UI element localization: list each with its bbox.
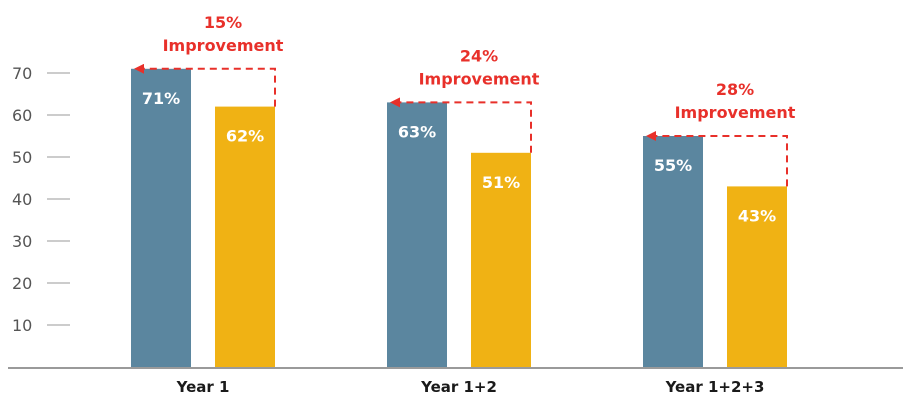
y-tick-label: 50 [12, 148, 32, 167]
bar-series-a [131, 68, 191, 368]
improvement-arrow [134, 63, 276, 107]
improvement-text: Improvement [675, 103, 796, 122]
improvement-percent: 28% [716, 80, 754, 99]
x-category-label: Year 1+2+3 [665, 378, 765, 396]
bar-series-b [727, 186, 787, 367]
bar-series-b [215, 106, 275, 367]
bar-value-label: 62% [226, 127, 264, 146]
y-tick-label: 20 [12, 274, 32, 293]
bar-series-a [387, 102, 447, 368]
bar-value-label: 71% [142, 89, 180, 108]
improvement-arrow [646, 131, 788, 187]
y-tick-label: 10 [12, 316, 32, 335]
improvement-percent: 24% [460, 46, 498, 65]
y-tick-label: 40 [12, 190, 32, 209]
y-axis: 10 20 30 40 50 60 70 [12, 64, 70, 335]
improvement-percent: 15% [204, 13, 242, 32]
bar-value-label: 43% [738, 206, 776, 225]
x-axis: Year 1 Year 1+2 Year 1+2+3 [176, 378, 765, 396]
bar-series-a [643, 136, 703, 367]
bar-value-label: 55% [654, 156, 692, 175]
x-category-label: Year 1 [176, 378, 230, 396]
bar-series-b [471, 152, 531, 367]
bar-value-label: 51% [482, 173, 520, 192]
y-tick-label: 60 [12, 106, 32, 125]
improvement-text: Improvement [163, 36, 284, 55]
bar-value-label: 63% [398, 122, 436, 141]
y-tick-label: 70 [12, 64, 32, 83]
annotations: 15% Improvement 24% Improvement 28% Improveme… [134, 13, 796, 187]
x-category-label: Year 1+2 [420, 378, 497, 396]
improvement-text: Improvement [419, 69, 540, 88]
bars: 71% 62% 63% 51% 55% 43% [131, 68, 787, 368]
y-tick-label: 30 [12, 232, 32, 251]
improvement-arrow [390, 97, 532, 153]
